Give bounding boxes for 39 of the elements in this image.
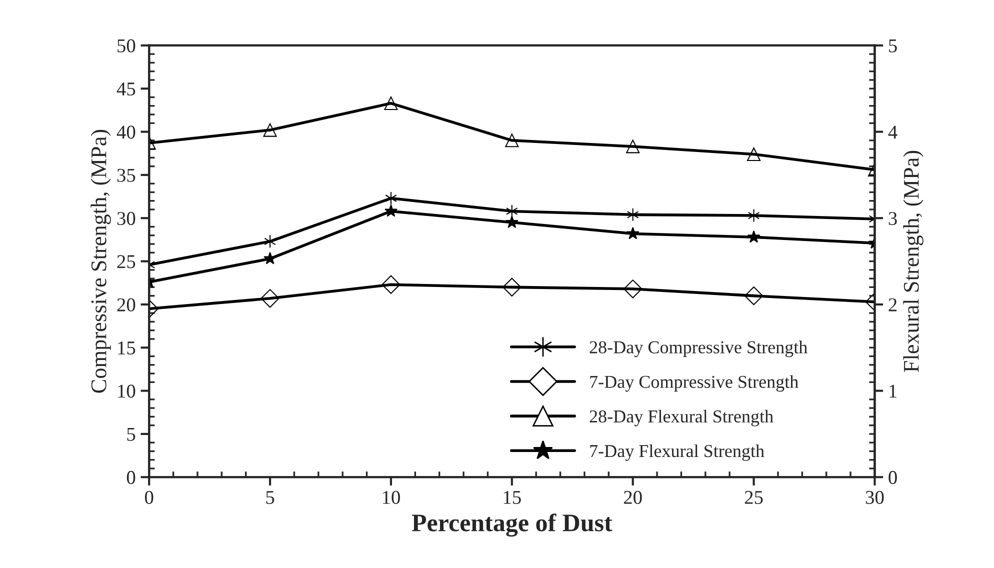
- x-tick-label: 5: [266, 491, 274, 504]
- x-tick-label: 15: [504, 490, 521, 504]
- point: [384, 96, 398, 110]
- legend-label: 7-Day Compressive Strength: [590, 375, 798, 392]
- legend-label: 28-Day Flexural Strength: [590, 410, 774, 426]
- y-tick-label: 5: [127, 428, 136, 441]
- y-axis-title: Compressive Strength, (MPa): [90, 130, 111, 393]
- y-tick-label: 35: [117, 168, 136, 182]
- y2-tick-label: 3: [888, 212, 897, 226]
- legend-label: 7-Day Flexural Strength: [590, 444, 764, 461]
- x-axis-title: Percentage of Dust: [412, 514, 612, 537]
- x-tick-label: 20: [624, 490, 642, 504]
- y2-axis-title: Flexural Strength, (MPa): [903, 150, 924, 372]
- point: [505, 216, 518, 228]
- point: [505, 134, 519, 148]
- y2-tick-label: 5: [889, 39, 897, 52]
- point: [626, 140, 640, 154]
- y2-tick-label: 2: [888, 298, 897, 312]
- y-tick-label: 50: [118, 39, 136, 52]
- y-tick-label: 25: [117, 255, 136, 268]
- y-tick-label: 40: [116, 126, 136, 139]
- legend-label: 28-Day Compressive Strength: [590, 340, 808, 358]
- point: [264, 252, 276, 264]
- y-tick-label: 10: [118, 384, 136, 398]
- y2-tick-label: 0: [888, 470, 897, 484]
- y-tick-label: 0: [126, 470, 136, 484]
- x-tick-label: 25: [744, 490, 763, 504]
- x-tick-label: 0: [144, 490, 154, 504]
- y-tick-label: 20: [117, 298, 136, 312]
- y-tick-label: 15: [118, 342, 136, 355]
- x-tick-label: 10: [382, 490, 400, 504]
- point: [626, 226, 640, 240]
- x-tick-label: 30: [866, 490, 884, 504]
- point: [263, 123, 277, 137]
- point: [384, 204, 398, 217]
- y-tick-label: 30: [117, 212, 136, 226]
- y2-tick-label: 4: [888, 126, 898, 139]
- y-tick-label: 45: [116, 82, 136, 96]
- y2-tick-label: 1: [890, 384, 896, 398]
